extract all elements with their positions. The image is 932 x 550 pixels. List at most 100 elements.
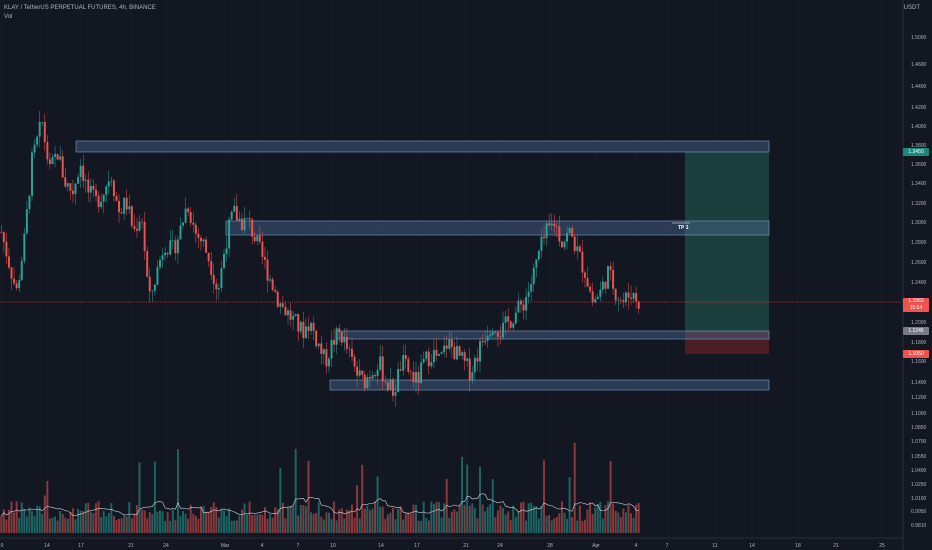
candle-body bbox=[455, 346, 458, 360]
volume-bar bbox=[340, 508, 343, 533]
candle-body bbox=[84, 179, 87, 181]
volume-bar bbox=[269, 513, 272, 533]
support-zone[interactable] bbox=[335, 330, 770, 340]
candle-body bbox=[417, 372, 420, 384]
volume-bar bbox=[74, 519, 77, 533]
candle-body bbox=[197, 233, 200, 238]
candle-body bbox=[164, 252, 167, 256]
candle-body bbox=[64, 177, 67, 187]
candle-body bbox=[156, 267, 159, 285]
candle-body bbox=[284, 306, 287, 316]
candle-body bbox=[102, 194, 105, 202]
volume-bar bbox=[374, 501, 377, 533]
target-zone[interactable] bbox=[685, 152, 769, 332]
candle-body bbox=[217, 288, 220, 290]
volume-bar bbox=[335, 520, 338, 533]
candle-body bbox=[15, 283, 18, 289]
candle-body bbox=[435, 349, 438, 356]
volume-bar bbox=[238, 515, 241, 533]
volume-bar bbox=[573, 442, 576, 533]
candle-body bbox=[302, 321, 305, 339]
candle-body bbox=[118, 200, 121, 213]
time-tick-label: 17 bbox=[414, 543, 420, 549]
volume-bar bbox=[171, 509, 174, 533]
volume-bar bbox=[507, 511, 510, 533]
time-tick-label: Mar bbox=[221, 543, 230, 549]
low-zone[interactable] bbox=[329, 379, 770, 391]
candle-body bbox=[274, 289, 277, 292]
candle-body bbox=[87, 179, 90, 193]
candle-body bbox=[0, 232, 3, 233]
volume-bar bbox=[333, 501, 336, 533]
candle-body bbox=[409, 371, 412, 373]
volume-bar bbox=[609, 460, 612, 533]
candle-body bbox=[2, 232, 5, 242]
candle-body bbox=[627, 292, 630, 298]
candle-body bbox=[530, 284, 533, 292]
candle-body bbox=[481, 341, 484, 343]
time-tick-label: 7 bbox=[666, 543, 669, 549]
volume-bar bbox=[599, 501, 602, 533]
candle-body bbox=[179, 225, 182, 240]
take-profit-label[interactable]: TP 1 bbox=[678, 225, 689, 231]
price-tick-label: 1.0850 bbox=[911, 425, 927, 431]
candle-body bbox=[440, 352, 443, 354]
volume-bar bbox=[422, 501, 425, 533]
price-axis[interactable]: 1.5000 1.4600 1.4400 1.4200 1.4000 1.3800 1.36… bbox=[911, 35, 927, 529]
candle-body bbox=[578, 246, 581, 252]
candle-body bbox=[607, 266, 609, 289]
volume-bar bbox=[391, 507, 394, 533]
candle-body bbox=[18, 280, 21, 289]
time-axis[interactable]: 0 14 17 21 24 Mar 4 7 10 14 17 21 24 28 Apr 4 7 11 14 18 21 2… bbox=[1, 543, 885, 549]
resistance-zone[interactable] bbox=[75, 140, 770, 153]
currency-label: USDT bbox=[903, 5, 920, 11]
candle-body bbox=[233, 205, 236, 212]
candle-body bbox=[141, 221, 144, 223]
price-tick-label: 1.1000 bbox=[911, 411, 927, 417]
time-tick-label: 4 bbox=[261, 543, 264, 549]
candle-body bbox=[591, 291, 594, 303]
volume-bar bbox=[210, 506, 213, 533]
volume-bar bbox=[107, 513, 110, 533]
volume-bar bbox=[82, 511, 85, 533]
symbol-title[interactable]: KLAY / TetherUS PERPETUAL FUTURES, 4h, B… bbox=[4, 5, 156, 11]
mid-zone[interactable] bbox=[225, 220, 770, 236]
volume-bar bbox=[555, 517, 558, 533]
volume-indicator-label[interactable]: Vol bbox=[4, 14, 13, 20]
volume-bar bbox=[461, 456, 464, 533]
candle-body bbox=[292, 315, 295, 320]
volume-bar bbox=[630, 513, 633, 533]
candle-body bbox=[384, 381, 387, 383]
volume-bar bbox=[220, 508, 223, 533]
candle-body bbox=[361, 370, 364, 375]
volume-bar bbox=[366, 505, 369, 533]
volume-bar bbox=[141, 509, 144, 533]
stop-zone[interactable] bbox=[685, 332, 769, 354]
candle-body bbox=[586, 277, 589, 287]
volume-bar bbox=[394, 519, 397, 533]
volume-bar bbox=[627, 504, 630, 533]
candle-body bbox=[471, 372, 474, 381]
candle-body bbox=[509, 321, 512, 328]
time-tick-label: 28 bbox=[547, 543, 553, 549]
candle-body bbox=[128, 206, 131, 210]
volume-bar bbox=[532, 506, 535, 533]
volume-bar bbox=[102, 510, 105, 533]
candle-body bbox=[466, 358, 469, 361]
volume-bar bbox=[348, 510, 351, 533]
candle-body bbox=[299, 321, 302, 332]
volume-bar bbox=[263, 507, 266, 533]
candle-body bbox=[596, 296, 599, 300]
volume-bar bbox=[176, 449, 179, 533]
volume-bar bbox=[576, 520, 579, 533]
candle-body bbox=[391, 379, 394, 396]
price-tick-label: 1.4200 bbox=[911, 105, 927, 111]
candle-body bbox=[612, 269, 615, 289]
volume-bar bbox=[594, 507, 597, 533]
candle-body bbox=[266, 259, 269, 281]
volume-bar bbox=[338, 509, 341, 533]
volume-bar bbox=[61, 513, 64, 533]
candle-body bbox=[7, 256, 10, 268]
volume-bar bbox=[519, 502, 522, 533]
